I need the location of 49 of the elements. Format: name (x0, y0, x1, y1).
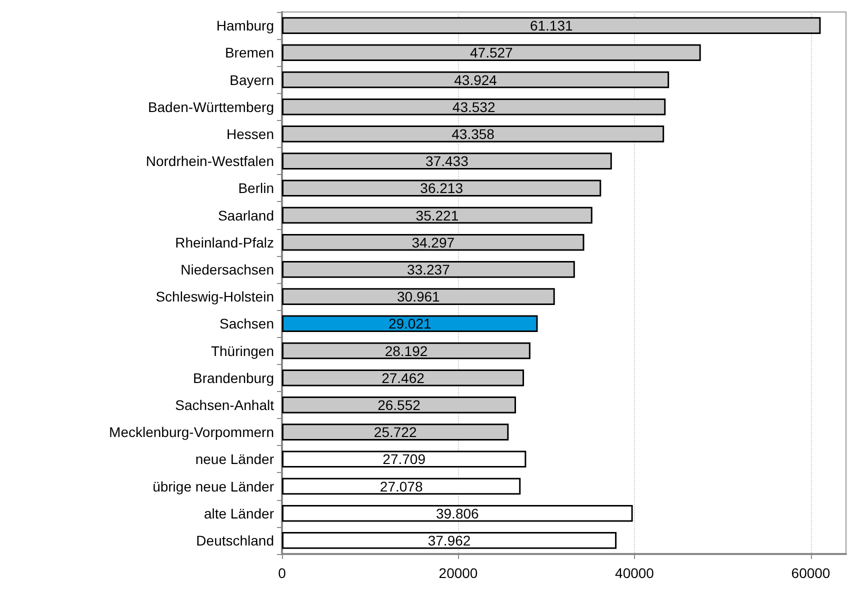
y-tick-label: Rheinland-Pfalz (175, 234, 274, 250)
data-label: 37.962 (428, 532, 471, 548)
data-label: 30.961 (397, 288, 440, 305)
data-label: 26.552 (378, 396, 421, 413)
bar (282, 504, 633, 522)
y-tick-label: Thüringen (210, 342, 274, 359)
y-tick-label: Sachsen (220, 316, 274, 332)
data-label: 37.433 (426, 153, 469, 170)
data-label: 35.221 (416, 207, 459, 224)
bar (282, 532, 617, 549)
y-tick-label: Deutschland (196, 532, 274, 548)
y-tick-label: Nordrhein-Westfalen (146, 153, 274, 170)
data-label: 39.806 (436, 505, 480, 522)
data-label: 43.532 (452, 98, 496, 115)
y-tick-label: neue Länder (195, 451, 274, 468)
data-label: 43.924 (454, 72, 498, 88)
y-tick-label: Sachsen-Anhalt (175, 396, 274, 413)
data-label: 34.297 (412, 234, 455, 250)
data-label: 27.462 (382, 370, 425, 386)
x-tick-label: 60000 (791, 565, 830, 581)
data-label: 61.131 (530, 18, 573, 34)
y-tick-label: Hamburg (216, 18, 274, 34)
bar (282, 315, 538, 332)
bar (282, 450, 526, 468)
y-tick-label: Brandenburg (193, 370, 274, 386)
data-label: 29.021 (388, 316, 432, 332)
data-label: 27.078 (380, 478, 423, 494)
x-tick-label: 40000 (615, 565, 654, 581)
y-tick-label: Saarland (218, 207, 274, 224)
y-tick-label: Bremen (224, 44, 274, 61)
y-tick-label: Berlin (238, 180, 274, 196)
y-tick-label: Mecklenburg-Vorpommern (109, 424, 274, 440)
y-tick-label: Baden-Württemberg (148, 98, 274, 115)
x-tick-label: 0 (278, 565, 286, 581)
y-tick-label: Hessen (226, 126, 274, 142)
data-label: 27.709 (382, 451, 426, 468)
data-label: 47.527 (470, 44, 514, 61)
x-tick-label: 20000 (438, 565, 478, 581)
y-tick-label: alte Länder (204, 505, 274, 522)
data-label: 25.722 (374, 424, 417, 440)
data-label: 43.358 (452, 126, 495, 142)
y-tick-label: Bayern (230, 72, 274, 88)
data-label: 28.192 (384, 342, 428, 359)
data-label: 36.213 (420, 180, 464, 196)
y-tick-label: übrige neue Länder (152, 478, 274, 494)
y-tick-label: Niedersachsen (180, 261, 274, 278)
y-tick-label: Schleswig-Holstein (156, 288, 274, 305)
bar (282, 478, 521, 495)
data-label: 33.237 (407, 261, 450, 278)
